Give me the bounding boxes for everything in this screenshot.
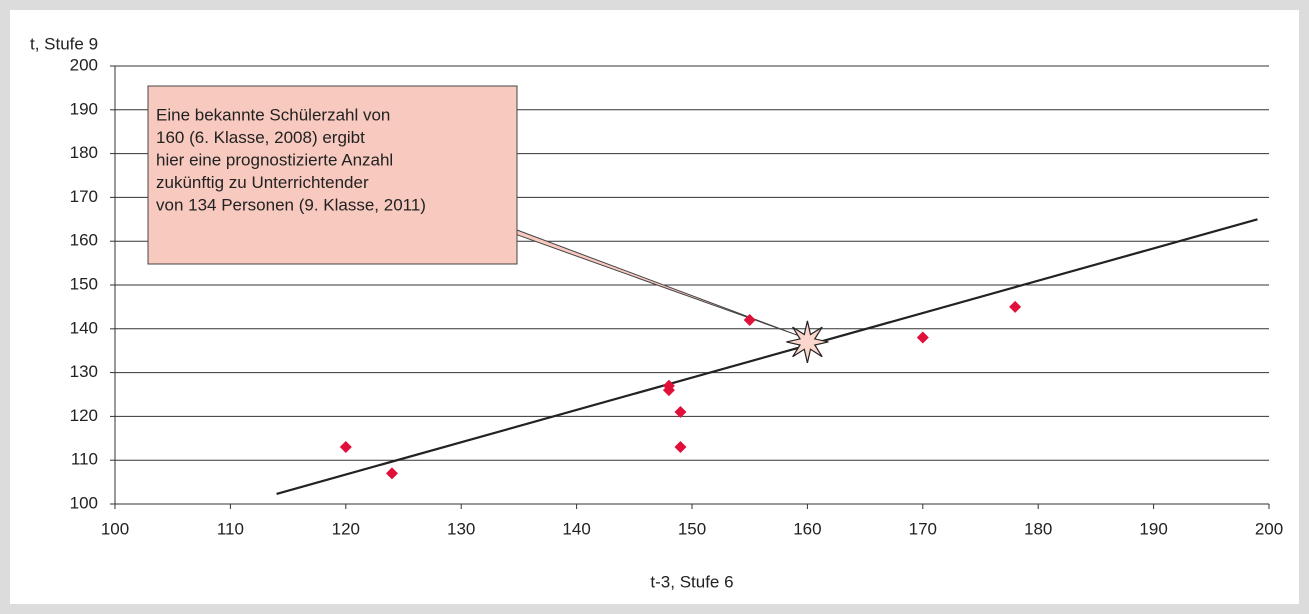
y-tick-label: 200 <box>70 55 98 74</box>
data-point <box>674 441 687 454</box>
data-point <box>662 384 675 397</box>
y-tick-label: 110 <box>71 450 98 469</box>
y-tick-label: 170 <box>70 187 98 206</box>
annotation-line: Eine bekannte Schülerzahl von <box>156 105 390 124</box>
y-tick-label: 160 <box>70 231 98 250</box>
annotation-line: zukünftig zu Unterrichtender <box>156 173 369 192</box>
x-tick-label: 200 <box>1255 519 1283 538</box>
y-tick-label: 140 <box>70 318 98 337</box>
x-tick-label: 120 <box>332 519 360 538</box>
annotation-line: hier eine prognostizierte Anzahl <box>156 150 393 169</box>
y-tick-label: 130 <box>70 362 98 381</box>
x-tick-label: 170 <box>909 519 937 538</box>
y-tick-label: 180 <box>70 143 98 162</box>
x-tick-label: 160 <box>793 519 821 538</box>
data-point <box>339 441 352 454</box>
trend-line <box>276 218 1258 495</box>
data-point <box>1009 300 1022 313</box>
x-tick-label: 190 <box>1139 519 1167 538</box>
annotation-line: 160 (6. Klasse, 2008) ergibt <box>156 128 365 147</box>
y-axis-label: t, Stufe 9 <box>30 34 98 53</box>
y-tick-label: 100 <box>70 493 98 512</box>
y-tick-label: 190 <box>70 99 98 118</box>
x-tick-label: 130 <box>447 519 475 538</box>
x-axis-label: t-3, Stufe 6 <box>650 572 733 591</box>
data-point <box>674 406 687 419</box>
data-point <box>916 331 929 344</box>
callout-box <box>147 85 518 265</box>
data-point <box>385 467 398 480</box>
x-tick-label: 100 <box>101 519 129 538</box>
x-tick-label: 140 <box>562 519 590 538</box>
x-tick-label: 150 <box>678 519 706 538</box>
data-point <box>743 314 756 327</box>
highlight-star <box>786 320 829 364</box>
y-tick-label: 120 <box>70 406 98 425</box>
x-tick-label: 180 <box>1024 519 1052 538</box>
x-tick-label: 110 <box>217 519 244 538</box>
y-tick-label: 150 <box>70 274 98 293</box>
annotation-line: von 134 Personen (9. Klasse, 2011) <box>156 195 426 214</box>
